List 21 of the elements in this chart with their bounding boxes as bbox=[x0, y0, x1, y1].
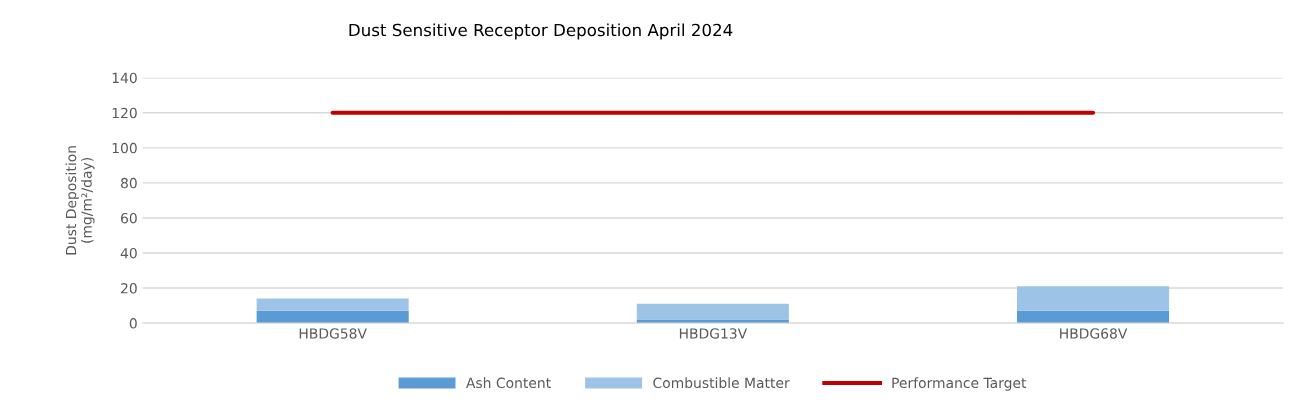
bar bbox=[256, 310, 409, 324]
bar bbox=[636, 303, 789, 320]
legend-label: Performance Target bbox=[892, 377, 1027, 391]
y-tick-label: 100 bbox=[112, 142, 137, 154]
y-tick-label: 60 bbox=[121, 212, 137, 224]
bar bbox=[256, 298, 409, 311]
x-tick-label: HBDG68V bbox=[1060, 328, 1128, 339]
x-tick-label: HBDG13V bbox=[679, 328, 748, 339]
bar bbox=[1017, 310, 1170, 324]
y-tick-label: 40 bbox=[120, 247, 137, 259]
y-axis-title: Dust Deposition (mg/m²/day) bbox=[65, 146, 95, 255]
bar bbox=[1017, 286, 1170, 311]
x-tick-label: HBDG58V bbox=[299, 328, 367, 339]
legend-label: Ash Content bbox=[466, 377, 551, 389]
legend-label: Combustible Matter bbox=[653, 377, 790, 389]
y-tick-label: 140 bbox=[112, 72, 137, 84]
y-tick-label: 80 bbox=[120, 177, 137, 189]
chart-title: Dust Sensitive Receptor Deposition April 2024 bbox=[349, 23, 733, 40]
y-tick-label: 0 bbox=[129, 318, 137, 329]
y-tick-label: 120 bbox=[112, 107, 137, 119]
y-tick-label: 20 bbox=[121, 283, 137, 294]
